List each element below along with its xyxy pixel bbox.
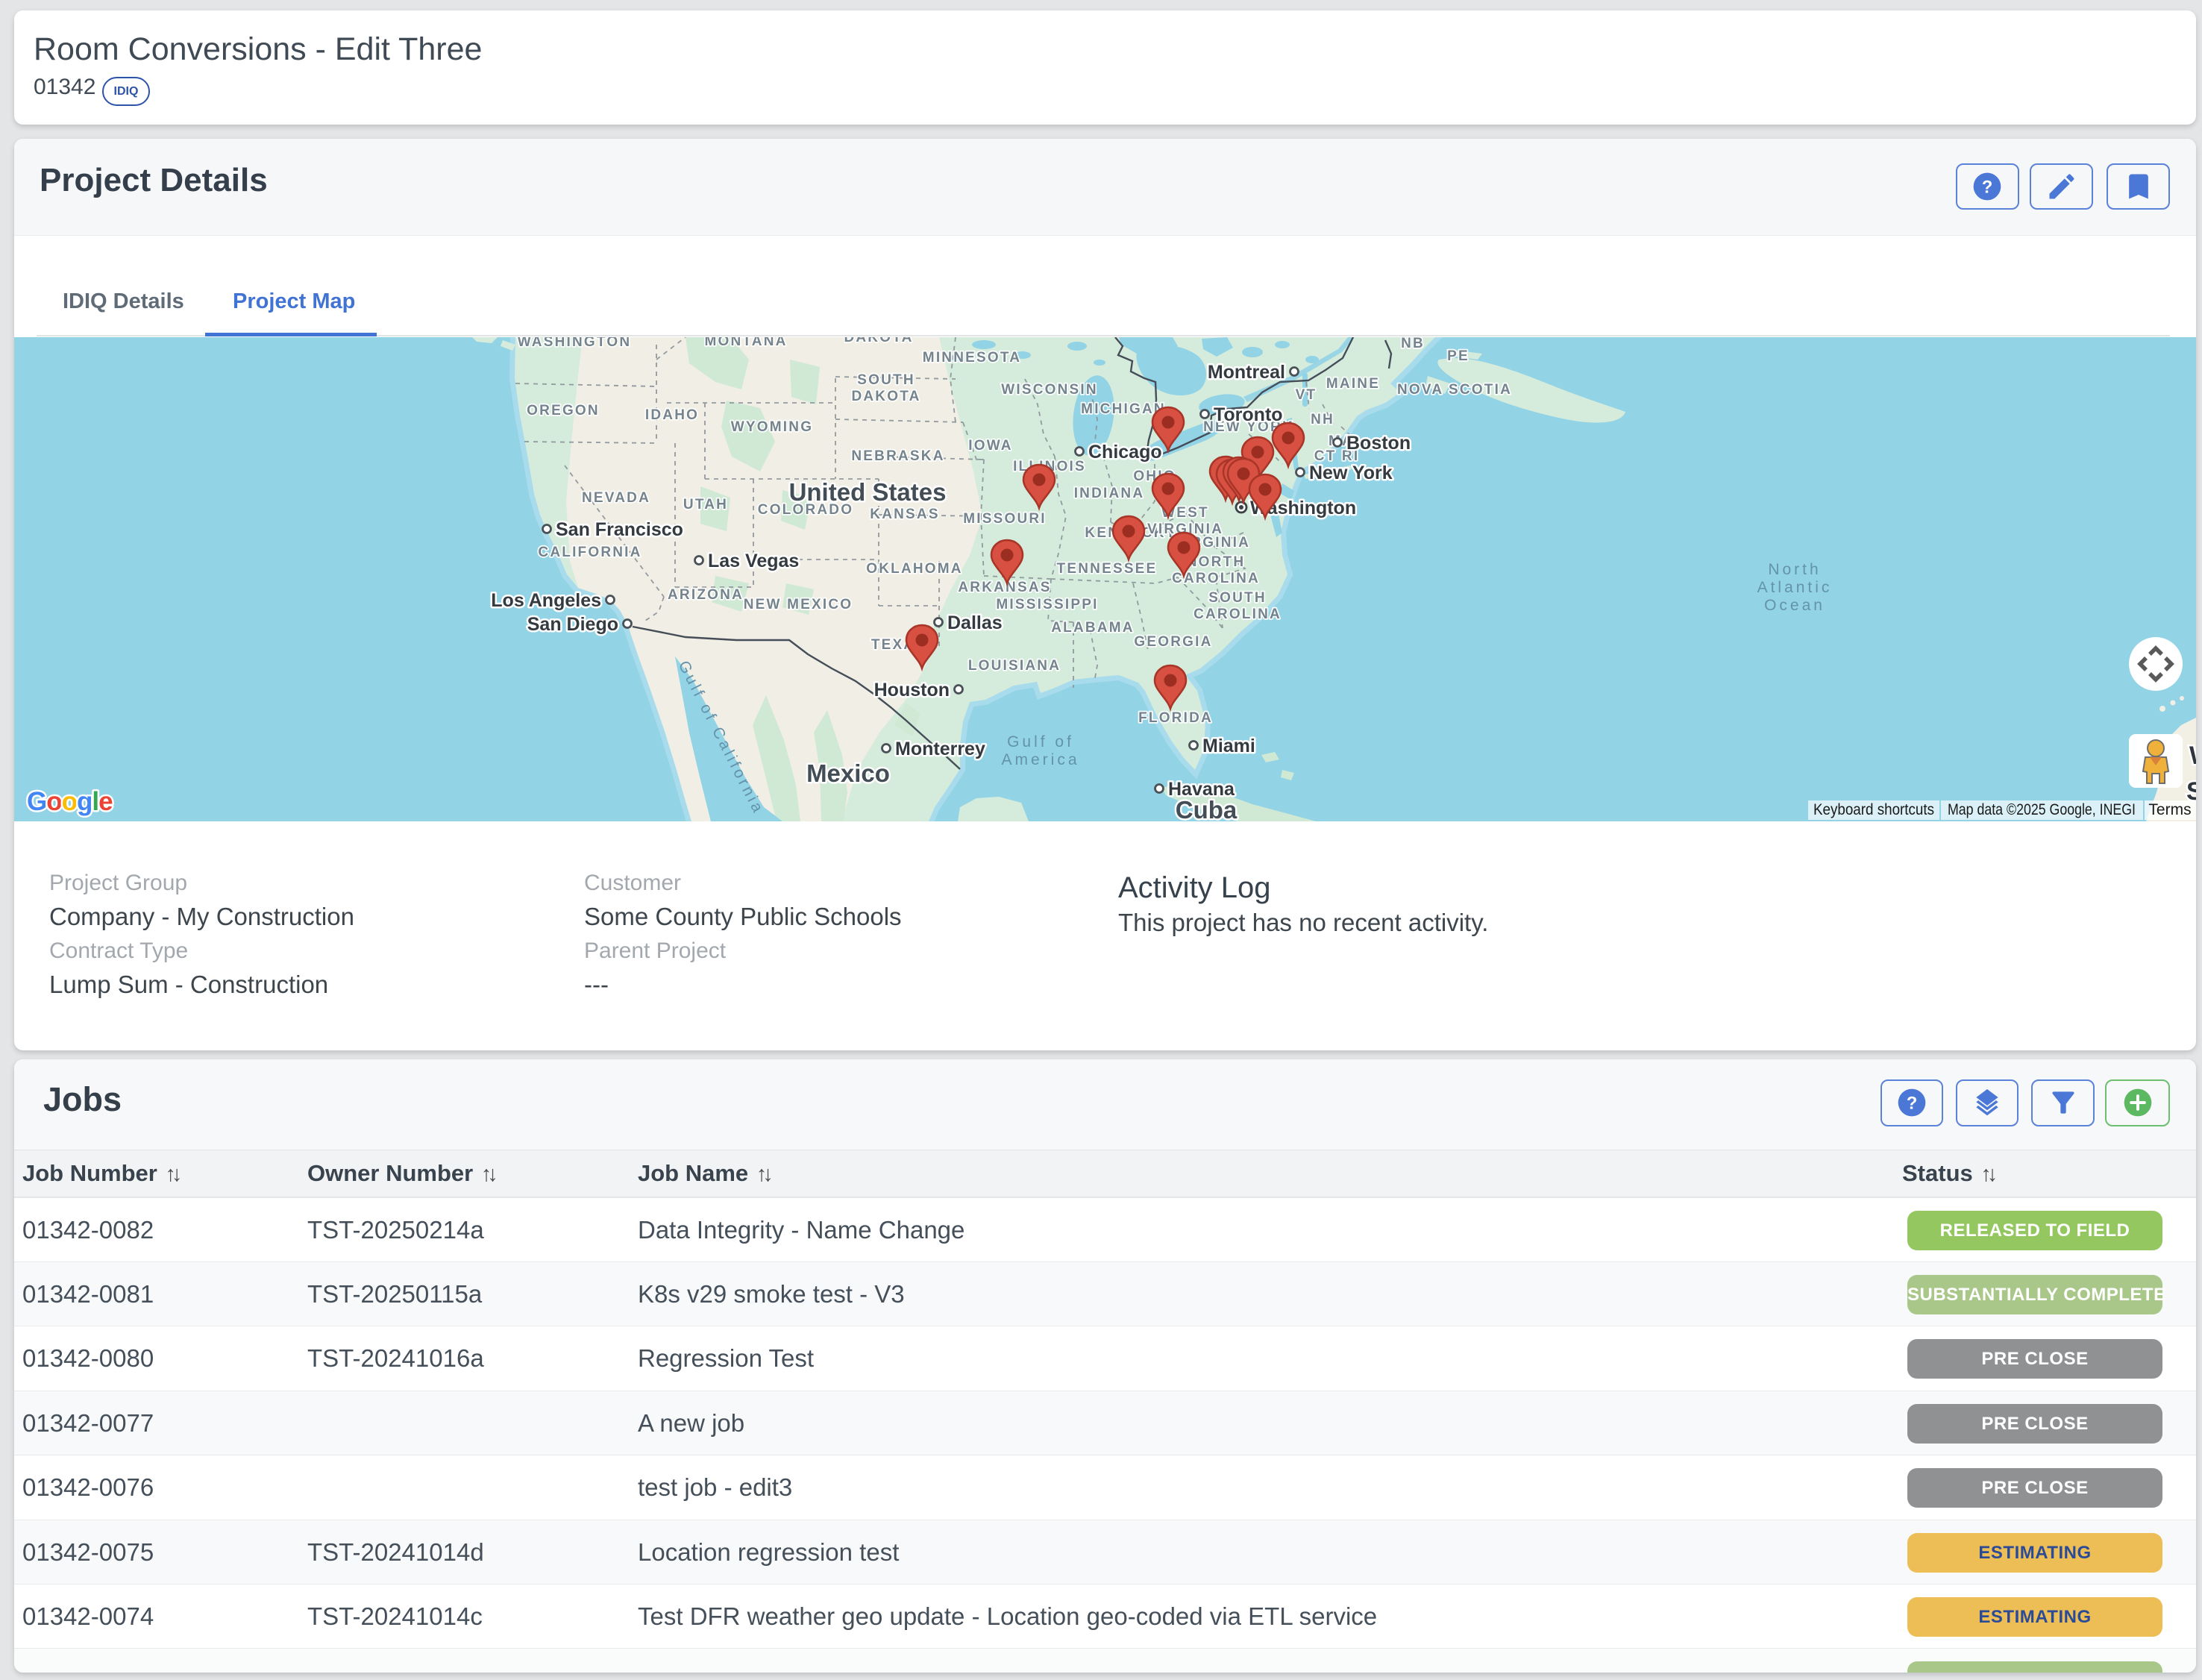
svg-text:GEORGIA: GEORGIA <box>1134 634 1212 650</box>
svg-text:WASHINGTON: WASHINGTON <box>518 337 632 350</box>
svg-text:MISSOURI: MISSOURI <box>963 511 1047 527</box>
svg-text:NOVA SCOTIA: NOVA SCOTIA <box>1397 382 1512 398</box>
svg-text:Keyboard shortcuts: Keyboard shortcuts <box>1813 801 1934 818</box>
svg-text:CAROLINA: CAROLINA <box>1193 607 1282 622</box>
svg-text:OREGON: OREGON <box>527 403 600 419</box>
svg-text:North: North <box>1768 561 1821 578</box>
svg-text:WISCONSIN: WISCONSIN <box>1001 382 1098 398</box>
svg-text:VIRGINIA: VIRGINIA <box>1147 521 1223 537</box>
svg-text:ARIZONA: ARIZONA <box>668 587 744 603</box>
svg-text:SOUTH: SOUTH <box>1208 590 1267 606</box>
svg-text:Los Angeles: Los Angeles <box>491 590 601 611</box>
svg-text:CAROLINA: CAROLINA <box>1172 571 1260 586</box>
svg-text:TENNESSEE: TENNESSEE <box>1057 561 1158 577</box>
svg-text:ARKANSAS: ARKANSAS <box>958 580 1051 595</box>
svg-text:NEW MEXICO: NEW MEXICO <box>744 597 853 612</box>
svg-text:PE: PE <box>1447 348 1469 364</box>
svg-text:MONTANA: MONTANA <box>704 337 787 349</box>
svg-text:SOUTH: SOUTH <box>857 372 915 388</box>
svg-text:Dallas: Dallas <box>947 612 1003 633</box>
svg-text:NH: NH <box>1311 412 1334 427</box>
svg-text:VT: VT <box>1296 387 1317 403</box>
svg-text:America: America <box>1001 751 1079 768</box>
svg-text:Mexico: Mexico <box>806 759 890 787</box>
svg-text:San Francisco: San Francisco <box>556 519 683 540</box>
svg-text:?: ? <box>1907 1093 1918 1113</box>
svg-text:COLORADO: COLORADO <box>758 502 853 518</box>
svg-text:Toronto: Toronto <box>1214 404 1283 425</box>
svg-text:W: W <box>2189 742 2196 770</box>
svg-text:Cuba: Cuba <box>1176 796 1238 821</box>
svg-text:Gulf of: Gulf of <box>1007 733 1074 750</box>
svg-text:CALIFORNIA: CALIFORNIA <box>538 545 642 560</box>
svg-text:IDAHO: IDAHO <box>645 407 699 423</box>
svg-text:Map data ©2025 Google, INEGI: Map data ©2025 Google, INEGI <box>1948 801 2136 818</box>
svg-text:MISSISSIPPI: MISSISSIPPI <box>996 597 1098 612</box>
svg-text:MAINE: MAINE <box>1326 376 1380 392</box>
svg-text:United States: United States <box>789 478 947 506</box>
svg-text:OKLAHOMA: OKLAHOMA <box>866 561 962 577</box>
svg-text:San Diego: San Diego <box>527 614 618 635</box>
svg-text:Havana: Havana <box>1168 779 1235 800</box>
svg-text:Google: Google <box>27 787 113 816</box>
svg-text:KANSAS: KANSAS <box>870 507 939 522</box>
svg-text:Montreal: Montreal <box>1208 362 1285 383</box>
svg-text:NB: NB <box>1401 337 1425 351</box>
svg-text:MINNESOTA: MINNESOTA <box>923 350 1021 366</box>
svg-text:Las Vegas: Las Vegas <box>708 551 799 571</box>
svg-text:?: ? <box>1982 177 1993 197</box>
svg-text:NEBRASKA: NEBRASKA <box>851 448 944 464</box>
svg-text:New York: New York <box>1309 463 1393 483</box>
svg-text:Atlantic: Atlantic <box>1757 579 1833 596</box>
svg-text:Boston: Boston <box>1346 433 1411 454</box>
svg-text:Chicago: Chicago <box>1088 442 1162 463</box>
svg-text:FLORIDA: FLORIDA <box>1138 710 1213 726</box>
svg-text:CT RI: CT RI <box>1314 448 1360 464</box>
svg-text:LOUISIANA: LOUISIANA <box>968 658 1061 674</box>
svg-text:DAKOTA: DAKOTA <box>844 337 913 345</box>
svg-text:Terms: Terms <box>2148 801 2191 818</box>
svg-text:Miami: Miami <box>1202 736 1255 756</box>
svg-text:Ocean: Ocean <box>1764 597 1825 614</box>
svg-text:INDIANA: INDIANA <box>1074 486 1145 501</box>
svg-text:Monterrey: Monterrey <box>895 739 985 759</box>
svg-text:UTAH: UTAH <box>683 497 728 513</box>
svg-text:Houston: Houston <box>874 680 950 700</box>
svg-text:S: S <box>2186 777 2196 806</box>
svg-text:WYOMING: WYOMING <box>731 419 813 435</box>
svg-text:MICHIGAN: MICHIGAN <box>1081 401 1166 417</box>
svg-text:IOWA: IOWA <box>968 438 1012 454</box>
svg-text:NEVADA: NEVADA <box>582 490 650 506</box>
svg-text:ALABAMA: ALABAMA <box>1051 620 1134 636</box>
svg-text:DAKOTA: DAKOTA <box>851 389 920 404</box>
